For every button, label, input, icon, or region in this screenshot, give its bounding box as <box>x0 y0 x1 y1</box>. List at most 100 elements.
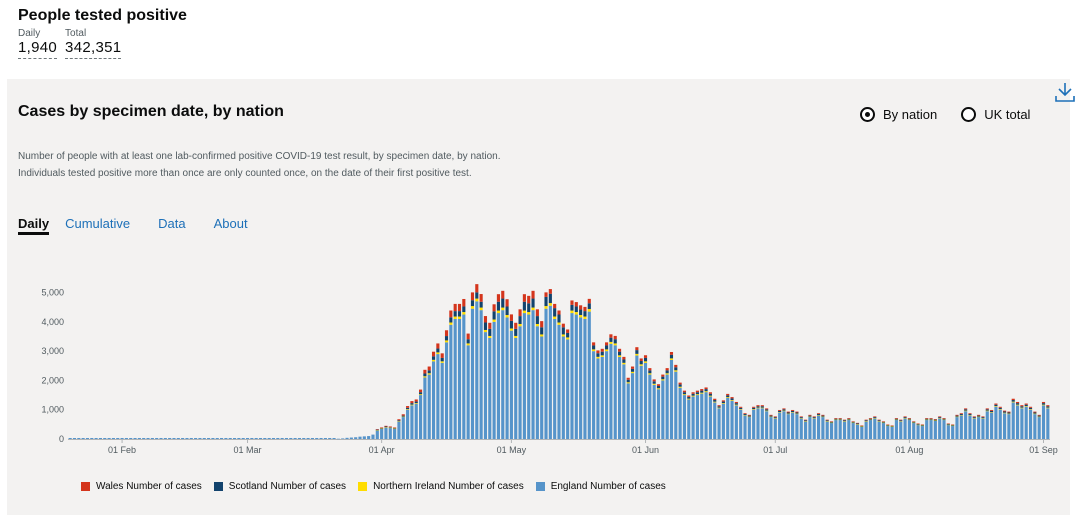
bar-england <box>730 400 734 439</box>
legend-item-wales[interactable]: Wales Number of cases <box>81 481 202 492</box>
bar-ni <box>829 422 834 424</box>
download-icon[interactable] <box>1054 81 1076 103</box>
bar-england <box>868 419 873 439</box>
bar-ni <box>566 337 570 340</box>
bar-scotland <box>630 368 635 372</box>
bar-wales <box>734 401 738 404</box>
bar-ni <box>717 407 721 409</box>
bar-wales <box>375 429 379 430</box>
bar-england <box>133 438 137 439</box>
bar-ni <box>626 382 630 384</box>
bar-england <box>972 418 976 439</box>
bar-ni <box>760 407 764 409</box>
bar-ni <box>795 413 799 415</box>
bar-ni <box>842 421 847 422</box>
bar-ni <box>955 416 959 418</box>
bar-england <box>713 402 717 439</box>
bar-ni <box>380 428 384 430</box>
radio-by-nation-circle[interactable] <box>860 107 875 122</box>
bar-england <box>834 419 838 439</box>
legend-item-scotland[interactable]: Scotland Number of cases <box>213 481 346 492</box>
bar-ni <box>804 421 808 422</box>
bar-wales <box>687 395 691 397</box>
bar-ni <box>743 415 747 416</box>
bar-wales <box>622 356 626 360</box>
bar-ni <box>449 322 453 325</box>
bar-ni <box>765 410 769 412</box>
bar-england <box>176 438 180 439</box>
bar-england <box>717 408 721 439</box>
bar-wales <box>1024 403 1028 405</box>
bar-wales <box>401 414 405 416</box>
bar-england <box>890 426 894 439</box>
bar-scotland <box>726 395 730 398</box>
bar-england <box>241 438 245 439</box>
bar-england <box>185 438 189 439</box>
bar-wales <box>713 398 717 401</box>
bar-england <box>492 321 496 439</box>
legend-item-england[interactable]: England Number of cases <box>535 481 666 492</box>
bar-england <box>509 330 513 439</box>
y-tick-label: 0 <box>59 434 64 444</box>
bar-ni <box>648 373 652 375</box>
bar-england <box>103 438 107 439</box>
bar-england <box>306 438 310 439</box>
bar-ni <box>643 361 648 363</box>
bar-scotland <box>1041 403 1046 405</box>
bar-ni <box>769 416 773 418</box>
bar-england <box>328 438 332 439</box>
bar-england <box>665 374 669 439</box>
radio-uk-total[interactable]: UK total <box>961 107 1030 122</box>
bar-england <box>946 424 950 439</box>
bar-ni <box>1037 416 1041 418</box>
bar-ni <box>752 409 756 410</box>
bar-england <box>669 359 674 439</box>
bar-scotland <box>700 390 704 393</box>
bar-wales <box>899 419 903 421</box>
bar-england <box>116 438 120 439</box>
bar-scotland <box>695 392 699 395</box>
bar-ni <box>1007 413 1011 415</box>
bar-wales <box>977 414 981 416</box>
bar-ni <box>661 379 665 381</box>
bar-ni <box>1046 407 1050 409</box>
bar-ni <box>994 406 998 407</box>
bar-england <box>587 311 591 439</box>
bar-ni <box>687 398 691 400</box>
radio-by-nation[interactable]: By nation <box>860 107 937 122</box>
bar-england <box>933 420 937 439</box>
tab-about[interactable]: About <box>213 216 248 231</box>
bar-wales <box>903 416 907 418</box>
bar-england <box>842 421 847 439</box>
bar-wales <box>985 408 989 410</box>
bar-wales <box>609 334 613 338</box>
tab-data[interactable]: Data <box>158 216 186 231</box>
bar-england <box>540 336 544 439</box>
bar-ni <box>938 418 942 419</box>
bar-ni <box>583 316 587 319</box>
bar-ni <box>397 421 401 422</box>
tab-daily[interactable]: Daily <box>18 216 50 235</box>
legend-item-northern-ireland[interactable]: Northern Ireland Number of cases <box>358 481 524 492</box>
bar-england <box>804 421 808 439</box>
bar-wales <box>860 425 864 426</box>
bar-england <box>440 362 444 439</box>
legend-swatch-england <box>535 482 545 491</box>
bar-england <box>427 374 431 439</box>
daily-value[interactable]: 1,940 <box>18 39 58 59</box>
bar-scotland <box>773 417 777 419</box>
tab-cumulative[interactable]: Cumulative <box>65 216 131 231</box>
bar-scotland <box>925 418 929 420</box>
bar-england <box>743 415 747 439</box>
radio-uk-total-circle[interactable] <box>961 107 977 122</box>
bar-england <box>630 373 635 439</box>
bar-england <box>981 418 985 439</box>
bar-scotland <box>691 393 695 396</box>
bar-scotland <box>548 293 552 304</box>
bar-england <box>674 371 678 439</box>
bar-ni <box>791 412 795 413</box>
bar-england <box>1003 413 1007 439</box>
total-stat[interactable]: Total 342,351 <box>65 28 122 59</box>
daily-stat[interactable]: Daily 1,940 <box>18 28 58 59</box>
total-value[interactable]: 342,351 <box>65 39 122 59</box>
